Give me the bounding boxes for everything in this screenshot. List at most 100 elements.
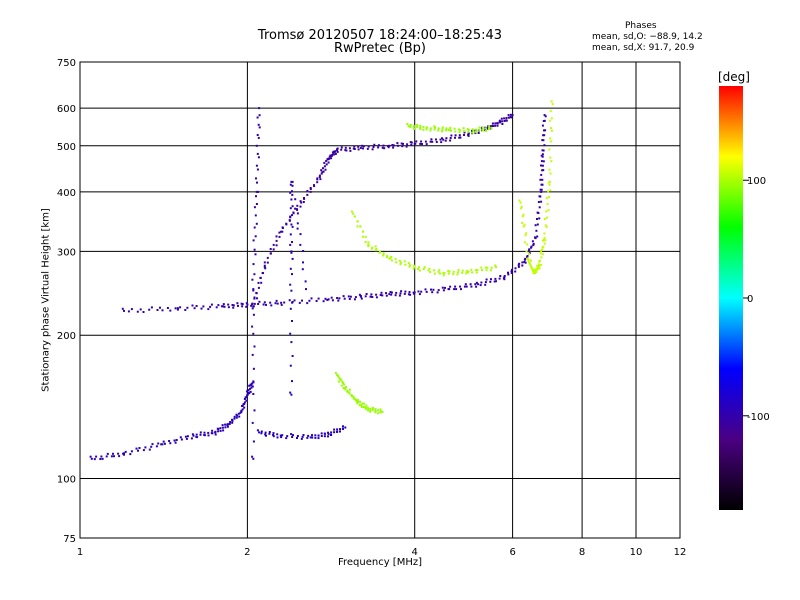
echo-point [220, 305, 223, 308]
echo-point [379, 410, 382, 413]
echo-point [549, 137, 552, 140]
echo-point [358, 293, 361, 296]
echo-point [375, 249, 377, 252]
echo-point [243, 406, 246, 409]
echo-point [543, 237, 546, 240]
echo-point [471, 129, 473, 132]
echo-point [118, 455, 121, 458]
echo-point [500, 117, 503, 120]
echo-point [286, 435, 289, 438]
echo-point [517, 265, 520, 268]
echo-point [310, 297, 313, 300]
echo-point [392, 146, 395, 149]
echo-point [412, 126, 415, 129]
echo-point [331, 151, 334, 154]
echo-point [489, 127, 492, 130]
echo-point [469, 283, 472, 286]
x-tick-label: 2 [244, 547, 250, 558]
echo-point [547, 181, 550, 184]
echo-point [291, 193, 294, 196]
echo-point [541, 169, 544, 172]
echo-point [252, 313, 255, 316]
echo-point [291, 355, 294, 357]
echo-point [246, 393, 249, 396]
echo-point [536, 223, 539, 226]
echo-point [422, 125, 425, 128]
echo-point [507, 271, 509, 274]
echo-point [425, 127, 428, 129]
echo-point [391, 144, 394, 146]
echo-point [348, 392, 351, 395]
echo-point [240, 302, 243, 305]
echo-point [245, 305, 248, 308]
echo-point [314, 436, 317, 439]
echo-point [322, 300, 325, 303]
echo-point [275, 244, 278, 247]
echo-point [356, 399, 359, 402]
echo-point [289, 183, 292, 186]
echo-point [547, 190, 550, 193]
echo-point [227, 303, 230, 306]
echo-point [539, 188, 542, 191]
colorbar-tick-label: 0 [747, 294, 753, 305]
echo-point [280, 436, 283, 439]
echo-point [285, 437, 288, 440]
echo-point [252, 263, 255, 266]
echo-point [400, 142, 403, 145]
echo-point [251, 385, 254, 388]
echo-point [388, 144, 391, 147]
echo-point [389, 291, 392, 293]
echo-point [475, 281, 478, 284]
echo-point [289, 243, 292, 246]
echo-point [399, 292, 402, 295]
echo-point [232, 306, 235, 309]
echo-point [255, 292, 258, 294]
echo-point [106, 452, 109, 455]
echo-point [168, 440, 171, 442]
echo-point [454, 136, 456, 139]
echo-point [352, 395, 355, 398]
echo-point [507, 116, 510, 119]
echo-point [484, 266, 487, 269]
echo-point [324, 168, 327, 171]
echo-point [523, 258, 526, 261]
echo-point [377, 144, 380, 147]
echo-point [475, 271, 478, 274]
echo-point [291, 190, 293, 193]
echo-point [499, 275, 502, 277]
echo-point [276, 433, 279, 436]
echo-point [503, 275, 506, 277]
echo-point [527, 249, 530, 252]
echo-point [343, 383, 346, 386]
echo-point [378, 251, 381, 254]
echo-point [291, 214, 293, 217]
echo-point [373, 143, 376, 146]
echo-point [520, 205, 523, 208]
echo-point [372, 408, 374, 411]
echo-point [537, 263, 540, 266]
echo-point [311, 436, 314, 439]
echo-point [484, 281, 487, 284]
echo-point [471, 271, 474, 274]
echo-point [543, 242, 546, 245]
echo-point [522, 225, 525, 228]
echo-point [530, 245, 533, 248]
echo-point [540, 188, 543, 191]
echo-point [348, 298, 351, 300]
echo-point [466, 271, 469, 274]
echo-point [390, 259, 393, 262]
echo-point [400, 290, 403, 293]
echo-point [418, 269, 421, 272]
y-tick-label: 200 [57, 331, 76, 342]
echo-point [362, 147, 364, 150]
echo-point [456, 273, 459, 276]
echo-point [518, 199, 521, 202]
colorbar-tick-labels: 100 0 -100 [743, 176, 770, 423]
echo-point [409, 293, 412, 296]
echo-point [496, 122, 499, 125]
echo-point [481, 129, 484, 132]
echo-point [534, 237, 537, 240]
echo-point [199, 433, 202, 436]
echo-point [362, 406, 365, 409]
echo-point [227, 423, 230, 426]
